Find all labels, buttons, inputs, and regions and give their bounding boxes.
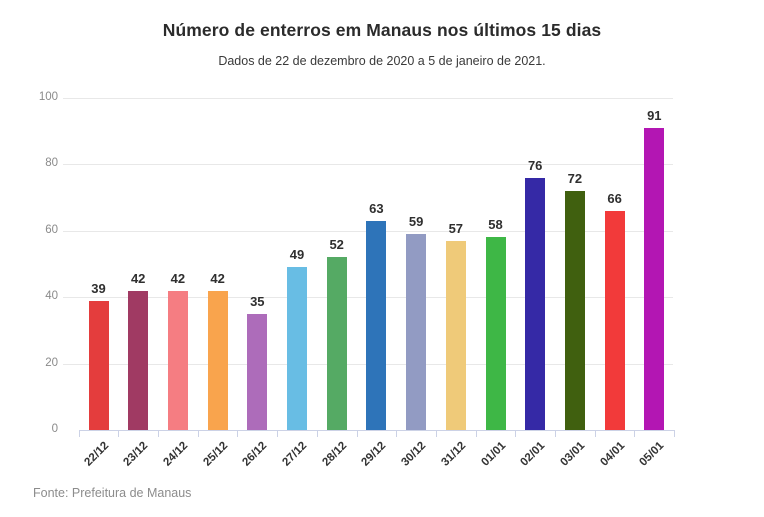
chart-title: Número de enterros em Manaus nos últimos…	[162, 20, 602, 40]
bar-value-label: 35	[250, 293, 265, 309]
chart-subtitle: Dados de 22 de dezembro de 2020 a 5 de j…	[218, 54, 546, 68]
x-axis-tick	[197, 430, 199, 437]
bar-26/12[interactable]	[247, 313, 268, 430]
bar-value-label: 49	[289, 247, 305, 263]
bar-value-label: 66	[607, 190, 622, 206]
bar-value-label: 72	[567, 170, 583, 186]
x-axis-tick	[118, 430, 120, 437]
bar-02/01[interactable]	[525, 177, 546, 430]
y-axis-label: 100	[38, 91, 58, 103]
x-axis-tick	[396, 430, 398, 437]
bar-value-label: 59	[408, 214, 424, 230]
x-axis-tick	[634, 430, 636, 437]
x-axis-label: 27/12	[280, 439, 310, 469]
bar-23/12[interactable]	[128, 290, 149, 430]
bar-04/01[interactable]	[604, 210, 625, 430]
bar-value-label: 57	[448, 220, 464, 236]
x-axis-label: 23/12	[121, 439, 151, 469]
bar-01/01[interactable]	[485, 237, 506, 430]
bar-27/12[interactable]	[287, 267, 307, 430]
x-axis-label: 25/12	[200, 439, 230, 469]
source-caption: Fonte: Prefeitura de Manaus	[33, 486, 192, 500]
x-axis-tick	[475, 430, 477, 437]
bar-29/12[interactable]	[366, 220, 387, 430]
x-axis-label: 05/01	[637, 439, 667, 469]
x-axis-label: 03/01	[558, 439, 588, 469]
x-axis-tick	[515, 430, 517, 437]
y-axis-label: 80	[45, 157, 58, 170]
x-axis-label: 01/01	[478, 439, 508, 469]
x-axis-tick	[356, 430, 358, 437]
x-axis-tick	[277, 430, 279, 437]
x-axis-label: 31/12	[439, 439, 469, 469]
x-axis-tick	[555, 430, 557, 437]
y-axis-label: 40	[45, 290, 58, 303]
bar-value-label: 63	[369, 200, 384, 216]
x-axis-line	[78, 430, 675, 431]
y-axis-label: 0	[51, 423, 58, 435]
bar-value-label: 42	[130, 270, 146, 286]
y-axis-label: 60	[45, 223, 58, 236]
bar-value-label: 91	[647, 107, 662, 123]
x-axis-label: 02/01	[518, 439, 548, 469]
bar-value-label: 52	[329, 237, 344, 253]
plot-area: 0 20 40 60 80 100 39 22/12 42 23/12 42 24/12 42 25/12…	[39, 91, 676, 469]
x-axis-label: 04/01	[597, 439, 627, 469]
bar-30/12[interactable]	[406, 234, 427, 430]
bar-value-label: 42	[210, 270, 225, 286]
bar-value-label: 76	[527, 157, 543, 173]
x-axis-tick	[674, 430, 676, 437]
bar-31/12[interactable]	[445, 240, 466, 430]
bar-24/12[interactable]	[167, 290, 188, 430]
bar-value-label: 42	[170, 270, 186, 286]
x-axis-tick	[594, 430, 596, 437]
x-axis-label: 24/12	[161, 439, 191, 469]
bar-25/12[interactable]	[207, 290, 228, 430]
x-axis-label: 28/12	[320, 439, 349, 469]
bar-03/01[interactable]	[564, 190, 585, 430]
bar-05/01[interactable]	[644, 127, 665, 430]
y-axis-label: 20	[45, 356, 58, 369]
gridline-100	[63, 98, 673, 99]
x-axis-tick	[316, 430, 318, 437]
x-axis-tick	[78, 430, 80, 437]
x-axis-tick	[435, 430, 437, 437]
bar-22/12[interactable]	[88, 300, 109, 430]
x-axis-label: 29/12	[359, 439, 389, 469]
bar-value-label: 39	[91, 280, 106, 296]
bar-value-label: 58	[488, 217, 503, 233]
x-axis-label: 30/12	[399, 439, 429, 469]
gridline-80	[63, 164, 673, 166]
x-axis-tick	[237, 430, 239, 437]
bar-28/12[interactable]	[326, 257, 347, 430]
x-axis-label: 22/12	[81, 439, 111, 469]
x-axis-tick	[158, 430, 160, 437]
x-axis-label: 26/12	[240, 439, 270, 469]
